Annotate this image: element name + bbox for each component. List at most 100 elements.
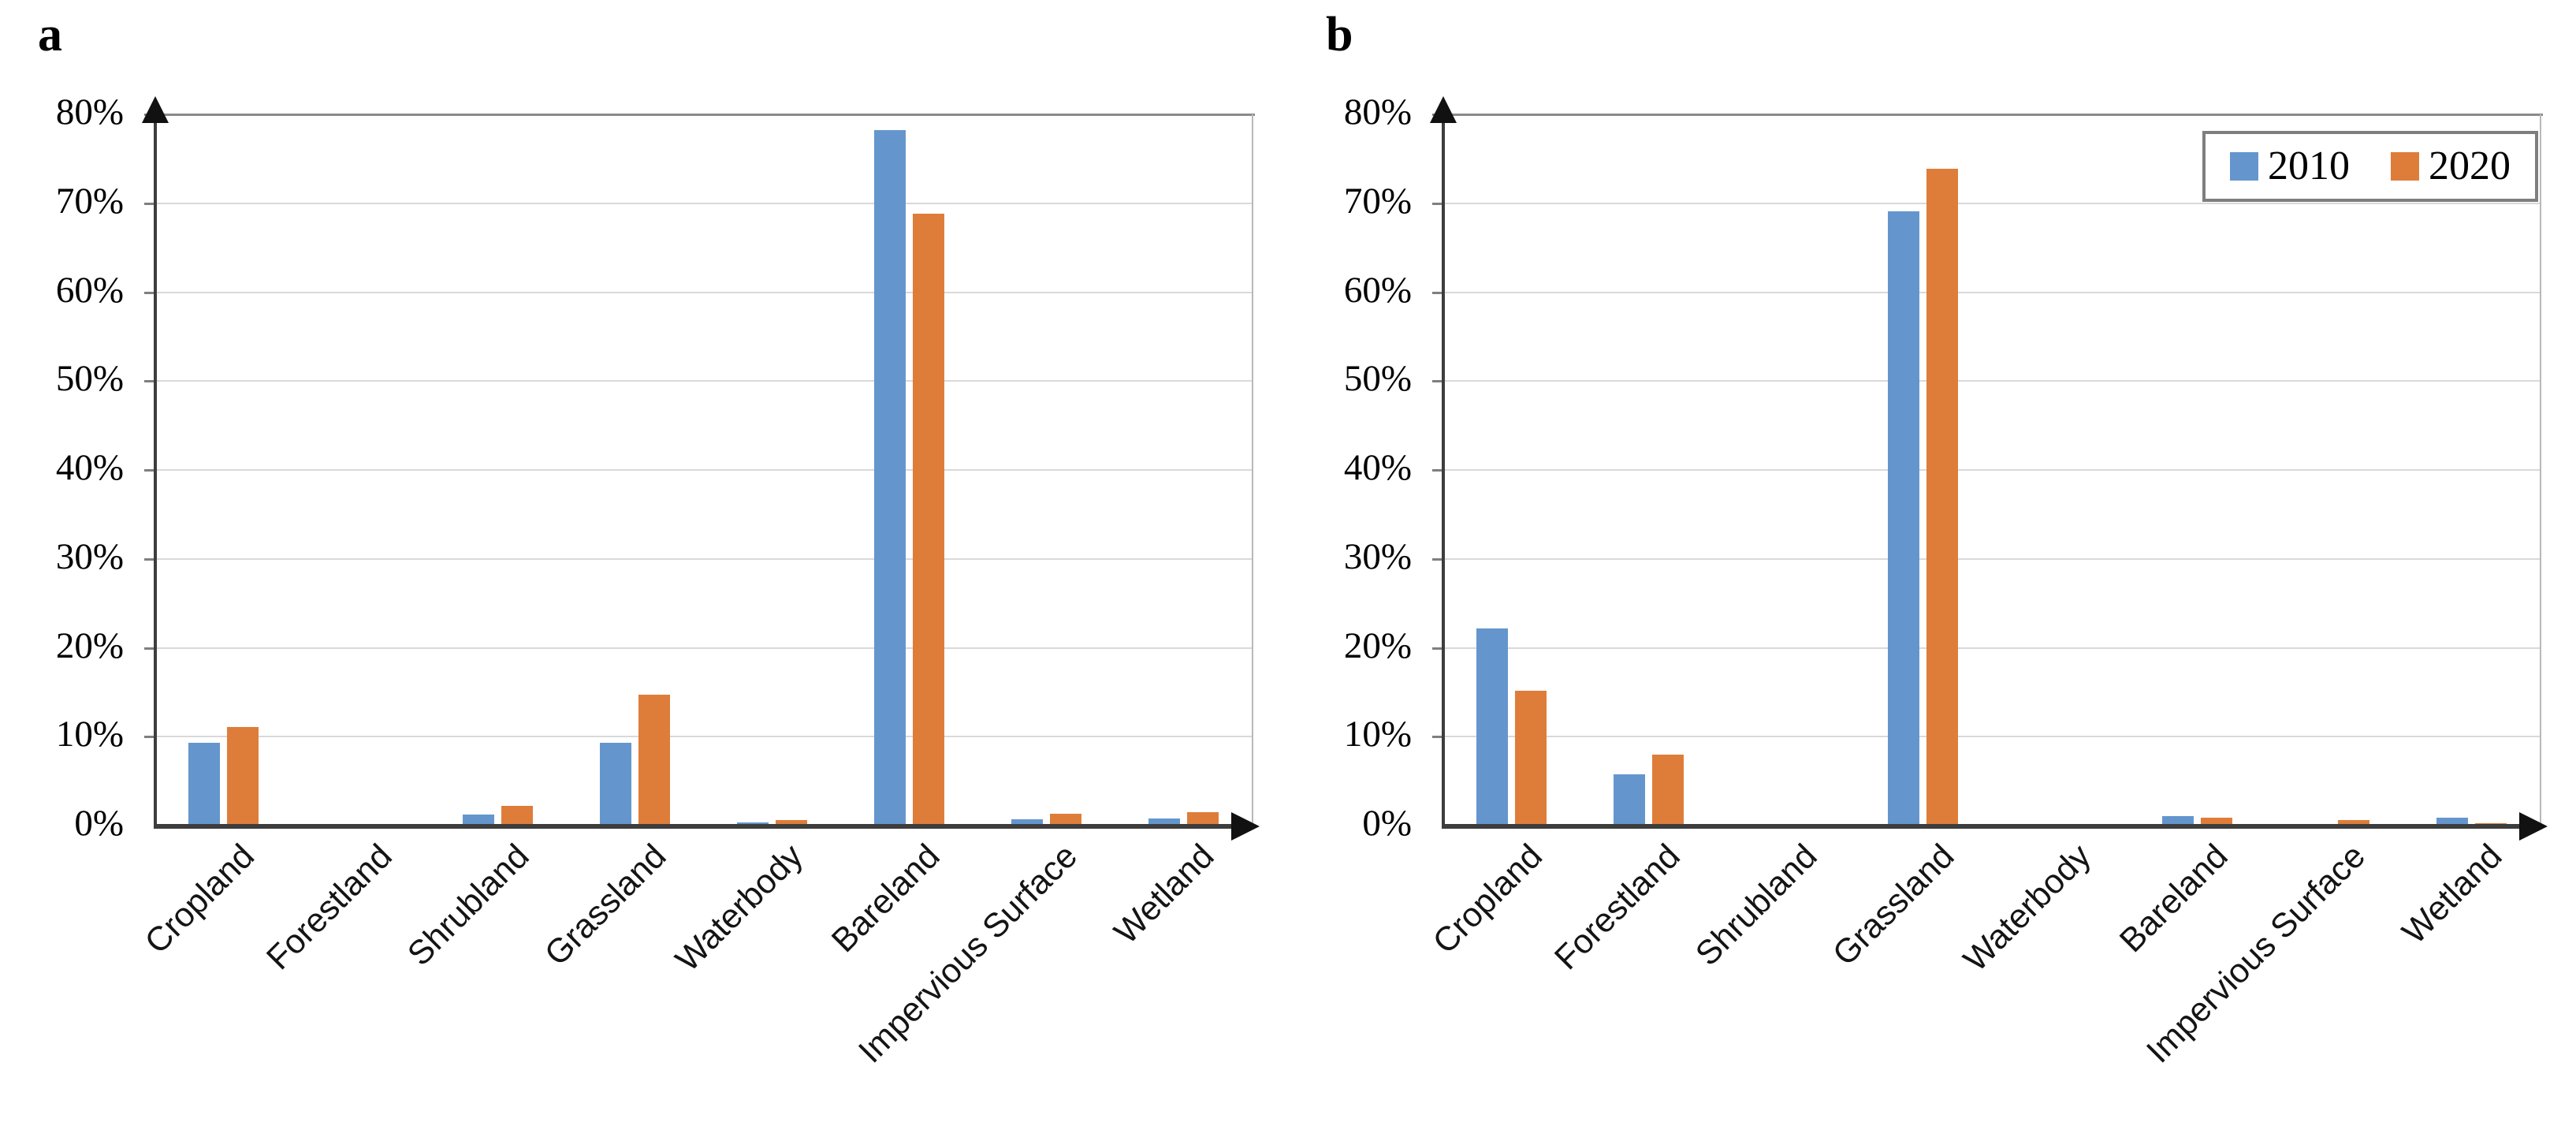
y-tick-mark <box>1432 557 1443 561</box>
legend-item-2010: 2010 <box>2230 146 2350 187</box>
y-tick-label: 60% <box>1343 269 1412 311</box>
x-category-label: Bareland <box>2113 837 2235 960</box>
y-tick-label: 70% <box>55 180 124 222</box>
y-tick-label: 30% <box>1343 535 1412 577</box>
x-category-label: Forestland <box>1547 837 1688 978</box>
bar-forestland-2010 <box>1614 774 1646 826</box>
gridline <box>155 291 1253 293</box>
plot-top-border <box>1443 114 2543 116</box>
bar-impervious-surface-2010 <box>1011 819 1043 826</box>
x-category-label: Wetland <box>1107 837 1222 952</box>
y-tick-label: 70% <box>1343 180 1412 222</box>
plot-right-border <box>1252 114 1253 827</box>
x-axis-arrow-icon <box>1231 812 1260 841</box>
legend-swatch-icon <box>2230 152 2258 181</box>
bar-cropland-2010 <box>1476 628 1509 826</box>
bar-cropland-2020 <box>227 726 259 826</box>
plot-area-a: 0% 10% 20% 30% 40% 50% 60% 70% 80% Cropland Forest… <box>55 91 1260 1070</box>
x-axis-line <box>1442 824 2543 829</box>
x-category-label: Cropland <box>138 837 262 961</box>
y-tick-label: 60% <box>55 269 124 311</box>
legend-item-2020: 2020 <box>2391 146 2511 187</box>
y-axis-arrow-icon <box>142 96 169 123</box>
gridline <box>1443 202 2541 204</box>
y-tick-mark <box>144 469 155 472</box>
bar-grassland-2010 <box>1888 211 1920 826</box>
y-tick-mark <box>144 202 155 205</box>
y-tick-label: 30% <box>55 535 124 577</box>
bar-shrubland-2020 <box>501 806 534 826</box>
bar-bareland-2010 <box>873 130 906 826</box>
plot-top-border <box>155 114 1255 116</box>
gridline <box>1443 736 2541 738</box>
bar-wetland-2020 <box>1186 812 1219 826</box>
bar-grassland-2010 <box>600 743 632 826</box>
x-category-label: Waterbody <box>1956 837 2098 979</box>
bar-cropland-2020 <box>1515 690 1547 826</box>
bar-cropland-2010 <box>188 743 221 826</box>
gridline <box>155 647 1253 649</box>
y-tick-mark <box>1432 736 1443 739</box>
y-axis-arrow-icon <box>1430 96 1457 123</box>
gridline <box>155 557 1253 560</box>
legend-swatch-icon <box>2391 152 2419 181</box>
bar-grassland-2020 <box>638 695 671 826</box>
legend-label: 2010 <box>2268 144 2350 188</box>
legend-box: 2010 2020 <box>2202 131 2538 202</box>
y-tick-mark <box>1432 202 1443 205</box>
y-tick-mark <box>144 291 155 294</box>
y-tick-label: 80% <box>1343 91 1412 132</box>
y-tick-label: 20% <box>1343 625 1412 666</box>
panel-label-b: b <box>1326 8 1353 62</box>
bar-bareland-2020 <box>2200 817 2232 826</box>
x-category-label: Bareland <box>825 837 947 960</box>
x-axis-line <box>154 824 1255 829</box>
bar-waterbody-2020 <box>775 820 807 826</box>
y-tick-label: 80% <box>55 91 124 132</box>
y-axis-line <box>154 104 157 826</box>
y-tick-mark <box>144 380 155 383</box>
x-category-label: Grassland <box>1825 837 1962 974</box>
bar-bareland-2020 <box>912 214 944 826</box>
y-tick-mark <box>144 647 155 650</box>
x-category-label: Shrubland <box>400 837 537 974</box>
gridline <box>1443 647 2541 649</box>
y-tick-label: 50% <box>55 358 124 400</box>
y-tick-label: 40% <box>55 447 124 488</box>
y-tick-mark <box>1432 380 1443 383</box>
y-tick-mark <box>144 557 155 561</box>
y-tick-mark <box>1432 291 1443 294</box>
bar-bareland-2010 <box>2161 815 2194 826</box>
y-tick-mark <box>1432 469 1443 472</box>
gridline <box>1443 557 2541 560</box>
gridline <box>155 736 1253 738</box>
plot-right-border <box>2540 114 2541 827</box>
legend-label: 2020 <box>2429 144 2511 188</box>
x-category-label: Forestland <box>259 837 400 978</box>
x-category-label: Waterbody <box>668 837 810 979</box>
bar-impervious-surface-2020 <box>2337 819 2369 826</box>
gridline <box>1443 291 2541 293</box>
y-tick-label: 20% <box>55 625 124 666</box>
y-tick-label: 40% <box>1343 447 1412 488</box>
y-tick-label: 0% <box>1362 803 1412 844</box>
y-tick-label: 50% <box>1343 358 1412 400</box>
y-axis-line <box>1442 104 1445 826</box>
plot-area-b: 0% 10% 20% 30% 40% 50% 60% 70% 80% Cropland Forest… <box>1288 0 2576 1126</box>
bar-shrubland-2010 <box>463 815 495 826</box>
gridline <box>155 469 1253 471</box>
y-tick-label: 0% <box>74 803 124 844</box>
panel-a: a 0% 10% 20% 30% 40% 50% 60% 70% 80% Cropland Fore… <box>38 8 1260 1070</box>
y-tick-label: 10% <box>1343 714 1412 755</box>
panel-label-a: a <box>38 8 62 62</box>
y-tick-mark <box>1432 647 1443 650</box>
bar-wetland-2010 <box>1148 818 1180 826</box>
gridline <box>155 380 1253 382</box>
y-tick-mark <box>144 736 155 739</box>
bar-forestland-2020 <box>1652 754 1684 826</box>
gridline <box>155 202 1253 204</box>
x-category-label: Shrubland <box>1688 837 1825 974</box>
panel-b: b 0% 10% 20% 30% 40% 50% 60% 70% 80% Cropland Fore… <box>1288 0 2576 1126</box>
bar-wetland-2010 <box>2436 817 2468 826</box>
